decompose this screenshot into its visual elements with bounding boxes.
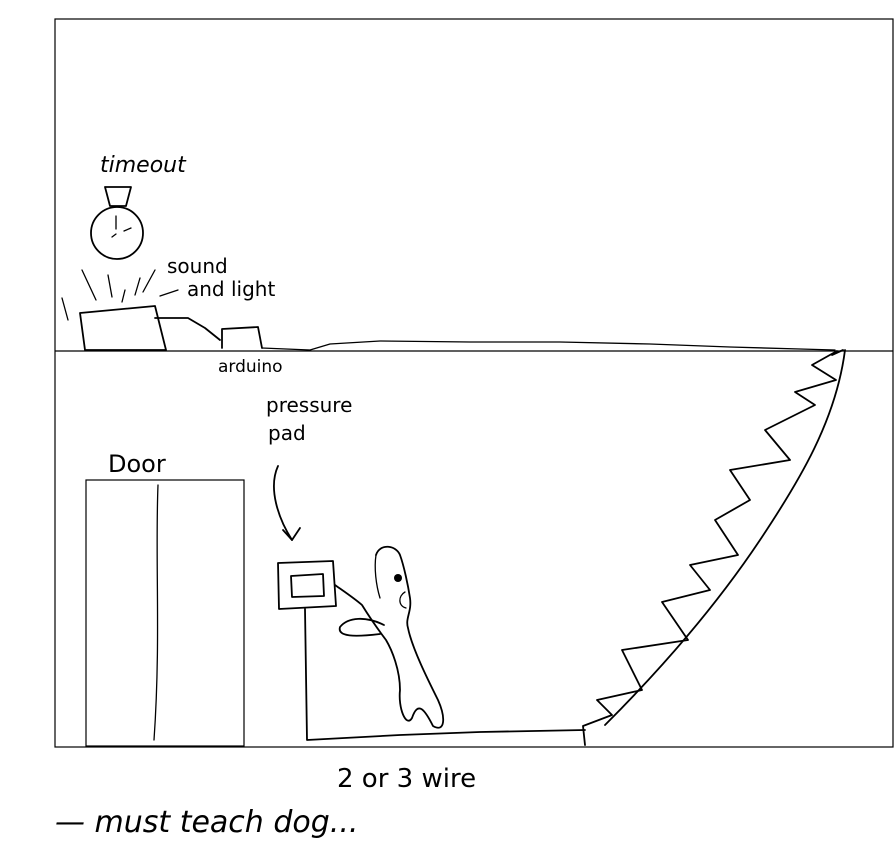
teach-dog-note: — must teach dog... bbox=[55, 805, 358, 840]
dog-icon bbox=[334, 545, 444, 729]
pad-label: pad bbox=[268, 421, 306, 445]
timeout-clock-icon bbox=[90, 186, 144, 260]
door-seam bbox=[153, 484, 159, 741]
staircase-outline bbox=[582, 349, 846, 746]
sound-label: sound bbox=[167, 254, 228, 278]
pressure-label: pressure bbox=[266, 393, 352, 417]
arrow-icon bbox=[273, 465, 293, 541]
wire-line bbox=[261, 340, 836, 351]
pressure-pad-icon bbox=[277, 560, 337, 610]
arduino-box bbox=[221, 326, 263, 349]
room-floor-outline bbox=[304, 608, 586, 741]
door-rect bbox=[85, 479, 245, 747]
timeout-label: timeout bbox=[100, 153, 187, 178]
arduino-label: arduino bbox=[218, 357, 283, 377]
sound-light-device bbox=[61, 269, 221, 351]
door-label: Door bbox=[108, 450, 166, 478]
and-light-label: and light bbox=[187, 277, 275, 301]
wire-note: 2 or 3 wire bbox=[337, 764, 476, 794]
outer-frame bbox=[54, 18, 894, 748]
